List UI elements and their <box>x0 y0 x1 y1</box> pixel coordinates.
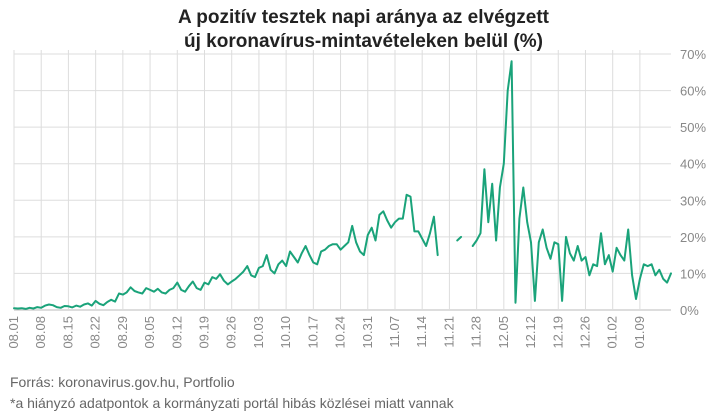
chart-title-line-2: új koronavírus-mintavételeken belül (%) <box>184 31 543 52</box>
chart-title-line-1: A pozitív tesztek napi aránya az elvégze… <box>178 7 549 28</box>
y-tick-label: 20% <box>680 230 706 245</box>
y-tick-label: 70% <box>680 47 706 62</box>
x-tick-label: 09.19 <box>196 316 211 349</box>
x-tick-label: 08.08 <box>33 316 48 349</box>
x-tick-label: 11.07 <box>387 316 402 348</box>
x-tick-label: 11.21 <box>441 316 456 348</box>
series-segment <box>471 60 672 304</box>
y-tick-labels: 0% 10% 20% 30% 40% 50% 60% 70% <box>680 47 706 318</box>
y-tick-label: 10% <box>680 266 706 281</box>
x-tick-label: 09.12 <box>169 316 184 349</box>
chart-title: A pozitív tesztek napi aránya az elvégze… <box>0 6 727 54</box>
x-tick-label: 12.19 <box>550 316 565 349</box>
x-tick-label: 01.09 <box>632 316 647 349</box>
y-tick-label: 50% <box>680 120 706 135</box>
x-tick-label: 01.02 <box>605 316 620 349</box>
x-tick-label: 08.22 <box>88 316 103 349</box>
line-chart: 0%10%20%30%40%50%60%70% 08.01 08.08 08.15 0… <box>6 47 706 349</box>
x-tick-label: 10.24 <box>333 316 348 349</box>
x-tick-label: 12.12 <box>523 316 538 349</box>
x-tick-label: 08.29 <box>115 316 130 349</box>
series-segment <box>13 193 439 310</box>
x-tick-label: 11.28 <box>469 316 484 348</box>
x-tick-label: 10.10 <box>278 316 293 349</box>
x-tick-label: 12.26 <box>577 316 592 349</box>
x-tick-label: 08.01 <box>6 316 21 349</box>
x-tick-label: 09.05 <box>142 316 157 349</box>
series-segment <box>456 235 463 242</box>
missing-data-note: *a hiányzó adatpontok a kormányzati port… <box>10 395 454 411</box>
y-tick-label: 0% <box>680 303 699 318</box>
source-note: Forrás: koronavirus.gov.hu, Portfolio <box>10 374 235 390</box>
x-tick-label: 08.15 <box>60 316 75 349</box>
x-tick-label: 09.26 <box>224 316 239 349</box>
gridlines <box>13 50 671 311</box>
x-tick-label: 10.03 <box>251 316 266 349</box>
y-tick-label: 60% <box>680 84 706 99</box>
series-line <box>13 60 672 310</box>
x-tick-labels: 08.01 08.08 08.15 08.22 08.29 09.05 09.12 09.19… <box>6 316 647 349</box>
x-tick-label: 11.14 <box>414 316 429 348</box>
x-tick-label: 12.05 <box>496 316 511 349</box>
x-tick-label: 10.17 <box>305 316 320 349</box>
y-tick-label: 30% <box>680 193 706 208</box>
x-tick-label: 10.31 <box>360 316 375 349</box>
y-tick-label: 40% <box>680 157 706 172</box>
